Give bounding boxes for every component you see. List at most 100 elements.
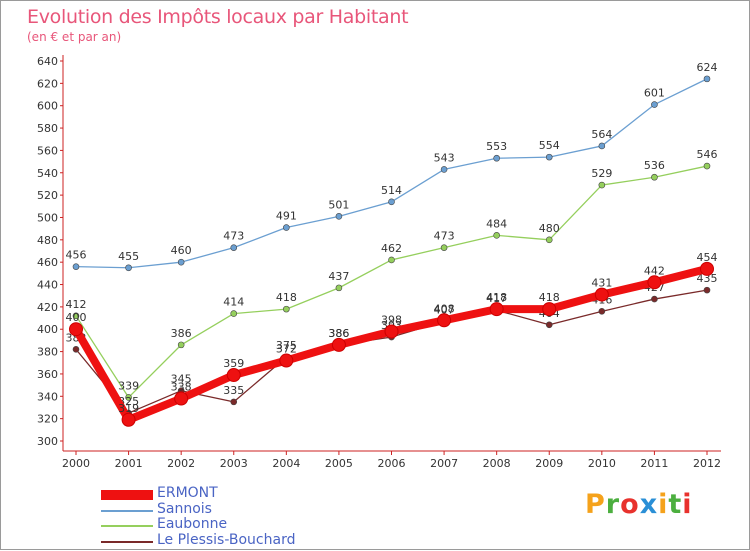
logo-letter: i — [658, 489, 669, 520]
data-label-sannois: 460 — [171, 244, 192, 257]
data-label-eaubonne: 529 — [591, 167, 612, 180]
data-point-ermont — [594, 287, 609, 302]
data-label-eaubonne: 536 — [644, 159, 665, 172]
y-tick-label: 640 — [37, 55, 58, 68]
data-point-sannois — [651, 101, 658, 108]
y-tick-label: 520 — [37, 189, 58, 202]
data-point-ermont — [489, 302, 504, 317]
y-tick-label: 600 — [37, 100, 58, 113]
data-point-sannois — [283, 224, 290, 231]
data-label-sannois: 491 — [276, 210, 297, 223]
data-label-le-plessis-bouchard: 375 — [276, 339, 297, 352]
data-point-eaubonne — [651, 173, 658, 181]
data-label-le-plessis-bouchard: 417 — [486, 292, 507, 305]
y-tick-label: 380 — [37, 346, 58, 359]
data-point-eaubonne — [125, 394, 132, 401]
data-label-ermont: 398 — [381, 313, 402, 326]
data-label-eaubonne: 418 — [276, 291, 297, 304]
data-point-sannois — [493, 154, 500, 162]
data-point-ermont — [437, 313, 452, 328]
data-point-sannois — [703, 75, 711, 83]
x-tick-label: 2001 — [115, 457, 143, 470]
x-tick-label: 2005 — [325, 457, 353, 470]
x-tick-label: 2011 — [640, 457, 668, 470]
data-point-eaubonne — [230, 310, 238, 317]
data-point-eaubonne — [283, 305, 290, 313]
data-label-ermont: 431 — [591, 277, 612, 290]
y-tick-label: 300 — [37, 435, 58, 448]
data-point-ermont — [331, 337, 346, 352]
chart-subtitle: (en € et par an) — [27, 30, 122, 44]
legend-label-sannois: Sannois — [157, 500, 212, 517]
x-tick-label: 2009 — [535, 457, 563, 470]
data-label-ermont: 418 — [486, 291, 507, 304]
data-label-sannois: 514 — [381, 184, 402, 197]
data-label-sannois: 554 — [539, 139, 560, 152]
data-point-le-plessis-bouchard — [545, 321, 553, 329]
data-point-ermont — [279, 353, 294, 368]
data-point-sannois — [545, 153, 553, 161]
data-point-sannois — [72, 263, 80, 270]
logo-letter: x — [639, 489, 659, 520]
y-tick-label: 420 — [37, 301, 58, 314]
data-label-sannois: 553 — [486, 140, 507, 153]
data-point-eaubonne — [440, 244, 448, 251]
data-point-le-plessis-bouchard — [651, 295, 658, 303]
data-label-ermont: 372 — [276, 343, 297, 356]
data-point-sannois — [230, 244, 238, 251]
data-point-sannois — [598, 142, 606, 150]
logo-letter: r — [605, 489, 621, 520]
data-label-ermont: 442 — [644, 264, 665, 277]
data-point-ermont — [174, 391, 189, 406]
logo-letter: o — [620, 489, 640, 520]
data-label-sannois: 455 — [118, 250, 139, 263]
y-tick-label: 560 — [37, 144, 58, 157]
data-label-ermont: 338 — [171, 381, 192, 394]
data-label-eaubonne: 386 — [171, 327, 192, 340]
x-tick-label: 2007 — [430, 457, 458, 470]
data-point-eaubonne — [335, 284, 343, 292]
data-label-eaubonne: 462 — [381, 242, 402, 255]
data-point-ermont — [69, 322, 83, 337]
data-label-ermont: 408 — [434, 302, 455, 315]
data-label-sannois: 543 — [434, 151, 455, 164]
data-label-le-plessis-bouchard: 435 — [697, 272, 718, 285]
data-point-eaubonne — [177, 341, 185, 349]
x-tick-label: 2004 — [272, 457, 300, 470]
data-label-eaubonne: 473 — [434, 230, 455, 243]
y-tick-label: 620 — [37, 77, 58, 90]
legend-label-le-plessis-bouchard: Le Plessis-Bouchard — [157, 531, 296, 548]
x-tick-label: 2010 — [588, 457, 616, 470]
proxiti-logo: Proxiti — [585, 489, 693, 520]
data-label-sannois: 473 — [223, 230, 244, 243]
x-tick-label: 2008 — [483, 457, 511, 470]
data-label-ermont: 319 — [118, 402, 139, 415]
legend-swatch-eaubonne — [101, 525, 153, 527]
data-point-le-plessis-bouchard — [230, 398, 238, 406]
data-label-ermont: 386 — [328, 327, 349, 340]
data-label-sannois: 624 — [697, 61, 718, 74]
data-point-le-plessis-bouchard — [598, 308, 606, 315]
data-point-eaubonne — [388, 256, 395, 264]
series-line-sannois — [75, 78, 708, 269]
legend-swatch-le-plessis-bouchard — [101, 540, 153, 543]
data-label-le-plessis-bouchard: 407 — [434, 303, 455, 316]
data-label-ermont: 418 — [539, 291, 560, 304]
y-tick-label: 540 — [37, 167, 58, 180]
data-label-ermont: 454 — [697, 251, 718, 264]
y-tick-label: 340 — [37, 390, 58, 403]
y-tick-label: 580 — [37, 122, 58, 135]
data-point-sannois — [388, 198, 395, 206]
y-tick-label: 320 — [37, 413, 58, 426]
data-point-sannois — [125, 264, 132, 272]
y-tick-label: 460 — [37, 256, 58, 269]
data-point-sannois — [177, 258, 185, 266]
y-tick-label: 480 — [37, 234, 58, 247]
data-point-eaubonne — [493, 232, 500, 239]
legend-label-ermont: ERMONT — [157, 485, 218, 501]
data-point-le-plessis-bouchard — [72, 346, 80, 353]
data-point-ermont — [226, 368, 241, 383]
data-label-sannois: 456 — [66, 249, 87, 262]
